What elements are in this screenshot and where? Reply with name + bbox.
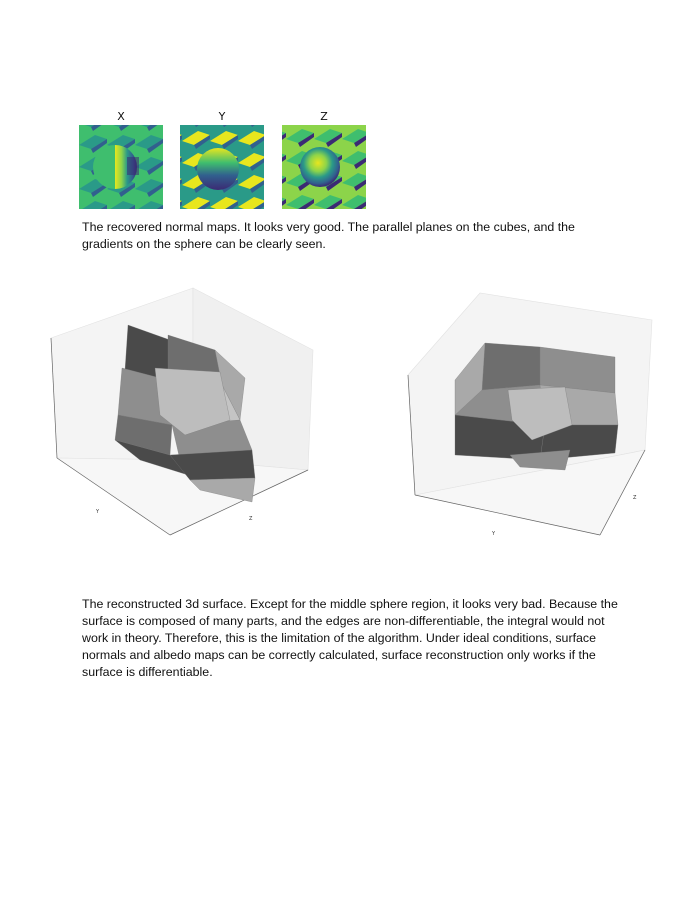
surface-caption: The reconstructed 3d surface. Except for… — [82, 597, 618, 679]
normal-maps-caption: The recovered normal maps. It looks very… — [82, 220, 575, 251]
left-z-axis-label: Z — [249, 516, 253, 522]
left-y-axis-label: Y — [95, 509, 100, 515]
normal-map-z — [282, 125, 366, 209]
normal-map-x — [79, 125, 163, 209]
normal-map-y — [180, 125, 264, 209]
normal-map-y-label: Y — [218, 110, 226, 123]
right-y-axis-label: Y — [491, 531, 496, 537]
surface-plot-left: Y Z — [40, 280, 330, 550]
right-z-axis-label: Z — [633, 495, 637, 501]
surface-plot-right: Y Z — [400, 285, 690, 550]
normal-map-z-label: Z — [320, 110, 328, 123]
normal-map-x-label: X — [117, 110, 125, 123]
